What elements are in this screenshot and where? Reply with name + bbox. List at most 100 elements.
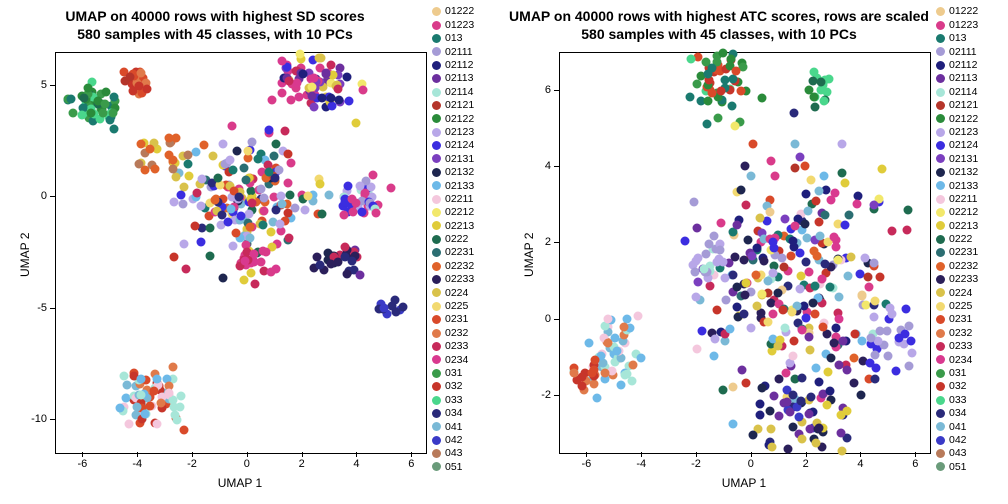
x-tick-label: 2 [299, 458, 305, 470]
scatter-point [165, 134, 174, 143]
scatter-point [590, 380, 599, 389]
scatter-point [807, 393, 816, 402]
legend-swatch [936, 248, 945, 257]
legend-swatch [432, 181, 441, 190]
legend-swatch [936, 101, 945, 110]
legend-label: 01222 [445, 6, 474, 17]
scatter-point [818, 274, 827, 283]
scatter-point [860, 253, 869, 262]
scatter-point [229, 165, 238, 174]
scatter-point [333, 85, 342, 94]
y-tick [554, 166, 559, 167]
scatter-point [795, 285, 804, 294]
scatter-point [777, 254, 786, 263]
legend-label: 051 [445, 462, 463, 473]
legend-label: 01223 [949, 20, 978, 31]
scatter-point [702, 250, 711, 259]
x-tick [696, 452, 697, 457]
scatter-point [271, 139, 280, 148]
scatter-point [343, 270, 352, 279]
legend-swatch [432, 275, 441, 284]
legend-item: 01222 [936, 5, 1004, 18]
scatter-point [283, 150, 292, 159]
scatter-point [788, 352, 797, 361]
scatter-point [358, 208, 367, 217]
scatter-point [315, 53, 324, 62]
scatter-point [747, 171, 756, 180]
legend-label: 031 [949, 368, 967, 379]
scatter-point [805, 409, 814, 418]
scatter-point [820, 172, 829, 181]
scatter-point [634, 311, 643, 320]
scatter-point [740, 161, 749, 170]
x-tick-label: 4 [857, 458, 863, 470]
legend-item: 02132 [432, 166, 500, 179]
scatter-point [392, 308, 401, 317]
x-tick-label: 6 [408, 458, 414, 470]
legend-label: 02113 [445, 73, 473, 84]
scatter-point [737, 185, 746, 194]
legend-label: 02131 [445, 154, 474, 165]
scatter-point [145, 144, 154, 153]
scatter-point [68, 108, 77, 117]
scatter-point [812, 252, 821, 261]
plot-area [559, 52, 931, 454]
legend-label: 02211 [445, 194, 473, 205]
x-tick [411, 452, 412, 457]
scatter-point [825, 283, 834, 292]
legend-swatch [432, 396, 441, 405]
scatter-point [716, 218, 725, 227]
scatter-point [870, 351, 879, 360]
scatter-point [796, 396, 805, 405]
legend-label: 041 [949, 422, 967, 433]
scatter-point [286, 191, 295, 200]
scatter-point [587, 368, 596, 377]
y-tick-label: 0 [529, 313, 551, 325]
legend-label: 043 [445, 448, 463, 459]
legend-swatch [936, 34, 945, 43]
legend-item: 0233 [936, 340, 1004, 353]
legend-swatch [432, 342, 441, 351]
legend-label: 0231 [949, 314, 972, 325]
legend-swatch [432, 101, 441, 110]
scatter-point [231, 229, 240, 238]
scatter-point [767, 425, 776, 434]
scatter-point [837, 428, 846, 437]
legend-label: 02124 [949, 140, 978, 151]
scatter-point [742, 378, 751, 387]
scatter-point [86, 109, 95, 118]
legend-label: 02112 [949, 60, 977, 71]
scatter-point [786, 252, 795, 261]
scatter-point [755, 411, 764, 420]
legend-label: 02123 [949, 127, 978, 138]
legend-item: 02123 [936, 126, 1004, 139]
scatter-point [806, 345, 815, 354]
scatter-point [267, 228, 276, 237]
legend-swatch [432, 248, 441, 257]
scatter-point [742, 201, 751, 210]
scatter-point [869, 312, 878, 321]
scatter-point [269, 151, 278, 160]
scatter-point [206, 224, 215, 233]
legend-label: 02121 [949, 100, 978, 111]
scatter-point [116, 404, 125, 413]
scatter-point [720, 337, 729, 346]
scatter-point [689, 197, 698, 206]
legend-swatch [432, 369, 441, 378]
scatter-point [844, 211, 853, 220]
scatter-point [283, 178, 292, 187]
x-tick [247, 452, 248, 457]
legend-item: 043 [432, 447, 500, 460]
legend-item: 0231 [432, 313, 500, 326]
scatter-point [226, 205, 235, 214]
scatter-point [870, 296, 879, 305]
legend-swatch [936, 141, 945, 150]
legend-item: 032 [936, 380, 1004, 393]
legend-label: 0234 [949, 355, 972, 366]
scatter-point [811, 102, 820, 111]
scatter-point [242, 175, 251, 184]
scatter-point [727, 101, 736, 110]
scatter-point [681, 237, 690, 246]
scatter-point [351, 118, 360, 127]
scatter-point [789, 236, 798, 245]
